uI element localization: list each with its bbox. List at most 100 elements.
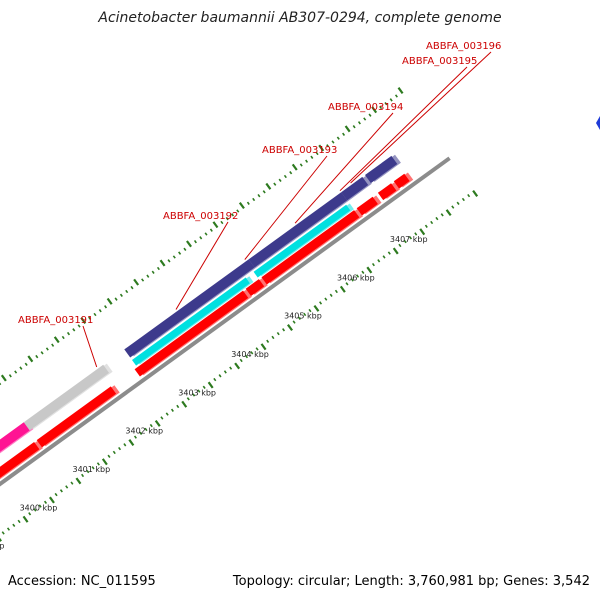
tick-mark [315,151,319,156]
feature-gene-reverse [377,182,400,201]
tick-mark [303,312,307,317]
tick-mark [371,262,375,267]
tick-mark [133,278,140,286]
tick-mark [12,523,16,527]
tick-mark [342,132,346,136]
tick-mark [86,469,90,474]
tick-mark [14,370,18,374]
tick-mark [43,500,48,504]
tick-mark [456,201,460,205]
tick-mark [72,328,76,332]
tick-mark [139,431,143,435]
tick-mark [339,285,346,293]
tick-mark [252,197,256,202]
gene-label: ABBFA_003194 [328,102,403,113]
tick-mark [467,193,471,198]
tick-mark [40,351,44,355]
feature-other-face [23,364,109,431]
feature-gene-reverse-face [0,442,40,478]
tick-mark [199,236,203,240]
gene-label-leader [82,325,98,368]
tick-mark [1,531,5,535]
feature-gene-forward-face [124,259,255,358]
tick-mark [212,221,219,229]
tick-mark [193,239,197,244]
feature-rna [0,421,34,454]
tick-mark [54,492,58,497]
feature-gene-reverse-face [356,196,378,216]
scale-label: 3402 kbp [125,427,163,436]
gene-label: ABBFA_003192 [163,211,238,222]
tick-mark [371,106,378,114]
tick-mark [125,289,129,294]
tick-mark [160,416,164,420]
tick-mark [17,519,21,524]
tick-mark [45,347,49,351]
feature-cds [132,276,254,366]
tick-mark [59,489,63,493]
tick-mark [0,537,2,542]
scale-label: 3399 kbp [0,542,4,551]
tick-mark [229,366,233,370]
gene-label-leader [244,155,328,260]
tick-mark [419,228,426,236]
feature-gene-forward [341,175,372,201]
tick-mark [324,297,328,301]
feature-gene-forward-face [341,176,369,201]
tick-mark [363,117,367,121]
feature-other [23,363,113,431]
tick-mark [292,320,296,324]
tick-mark [170,408,174,412]
tick-mark [172,255,176,259]
map-title: Acinetobacter baumannii AB307-0294, comp… [98,10,502,26]
tick-mark [91,466,95,470]
tick-mark [451,205,455,209]
tick-mark [389,98,393,102]
feature-rna-face [0,422,30,452]
tick-mark [130,285,134,290]
tick-mark [244,354,249,359]
tick-mark [98,308,102,313]
tick-mark [107,454,111,458]
tick-mark [165,412,169,416]
tick-mark [297,316,301,320]
tick-mark [246,201,250,205]
tick-marks [0,87,479,542]
tick-mark [424,224,428,228]
tick-mark [313,304,320,312]
tick-mark [250,351,254,355]
tick-mark [352,125,356,129]
tick-mark [361,270,365,274]
tick-mark [6,527,11,531]
tick-mark [213,377,217,382]
tick-mark [207,381,214,389]
tick-mark [356,274,360,278]
tick-mark [461,197,465,202]
feature-layer [0,154,414,480]
feature-cds-face [132,277,250,366]
tick-mark [156,266,160,271]
feature-gene-forward [365,154,401,184]
feature-gene-reverse-face [36,386,117,448]
tick-mark [289,171,293,175]
tick-mark [345,282,349,286]
tick-mark [318,144,325,152]
gene-label-leader [175,221,229,310]
tick-mark [408,236,413,240]
feature-gene-reverse-face [245,279,265,296]
feature-gene-forward [248,191,351,268]
tick-mark [51,343,55,347]
edge-feature-mark [596,116,600,130]
tick-mark [310,155,314,159]
feature-gene-reverse-face [261,210,360,285]
tick-mark [93,312,97,317]
tick-mark [75,477,82,485]
tick-mark [112,450,116,455]
tick-mark [273,182,277,186]
tick-mark [159,259,166,267]
tick-mark [118,446,122,451]
tick-mark [8,374,12,378]
tick-mark [27,355,34,363]
tick-mark [257,193,261,198]
feature-cds-face [253,204,351,278]
